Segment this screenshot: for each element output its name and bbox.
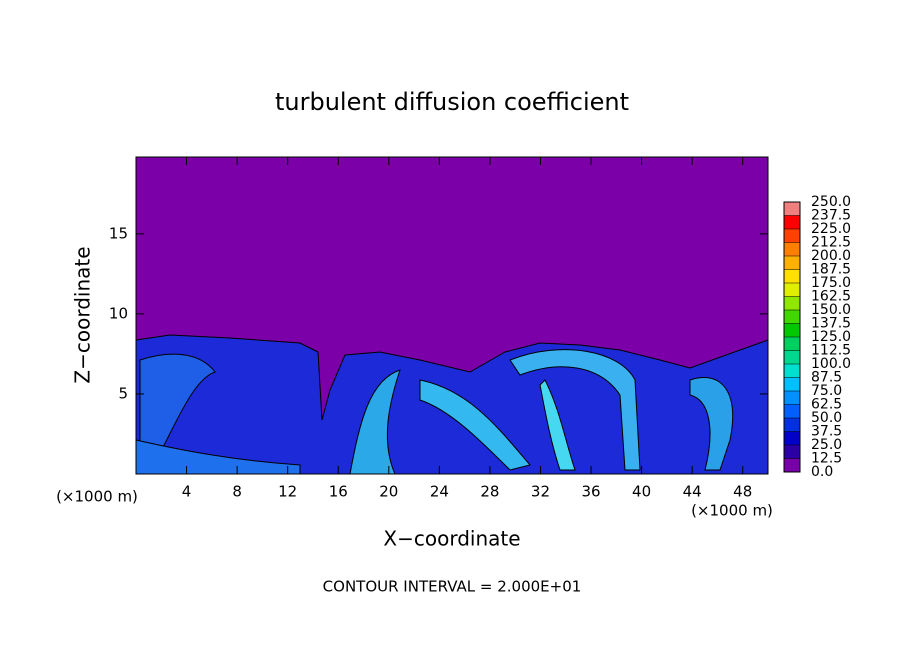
eddy [509, 349, 641, 471]
field [135, 157, 769, 475]
x-tick-label: 36 [581, 483, 600, 501]
colorbar-band [784, 229, 800, 243]
colorbar-label: 162.5 [811, 289, 851, 305]
colorbar-label: 112.5 [811, 343, 851, 359]
colorbar-band [784, 364, 800, 378]
x-unit-label: (×1000 m) [691, 502, 773, 520]
colorbar-band [784, 458, 800, 472]
x-tick-label: 44 [683, 483, 702, 501]
x-tick-label: 20 [379, 483, 398, 501]
eddy [689, 377, 734, 471]
x-tick-label: 8 [232, 483, 242, 501]
colorbar-label: 37.5 [811, 424, 842, 440]
y-tick-label: 15 [109, 224, 128, 242]
colorbar-band [784, 391, 800, 405]
x-tick-label: 4 [182, 483, 192, 501]
eddy [539, 379, 576, 471]
colorbar-band [784, 296, 800, 310]
colorbar-label: 87.5 [811, 370, 842, 386]
x-tick-label: 24 [430, 483, 449, 501]
colorbar-label: 0.0 [811, 464, 833, 480]
colorbar-band [784, 350, 800, 364]
colorbar-label: 62.5 [811, 397, 842, 413]
colorbar-label: 212.5 [811, 235, 851, 251]
x-tick-label: 48 [733, 483, 752, 501]
colorbar-band [784, 431, 800, 445]
colorbar-label: 25.0 [811, 437, 842, 453]
colorbar-band [784, 256, 800, 270]
colorbar-label: 237.5 [811, 208, 851, 224]
x-tick-label: 40 [632, 483, 651, 501]
plot-frame [135, 156, 769, 475]
colorbar-band [784, 269, 800, 283]
x-tick-label: 32 [531, 483, 550, 501]
colorbar-band [784, 404, 800, 418]
colorbar-band [784, 377, 800, 391]
annotation: CONTOUR INTERVAL = 2.000E+01 [323, 578, 582, 596]
y-unit-label: (×1000 m) [56, 488, 138, 506]
colorbar-label: 225.0 [811, 221, 851, 237]
colorbar-label: 150.0 [811, 302, 851, 318]
colorbar-label: 75.0 [811, 383, 842, 399]
eddy [135, 439, 301, 475]
colorbar-label: 200.0 [811, 248, 851, 264]
colorbar-band [784, 283, 800, 297]
colorbar-label: 12.5 [811, 451, 842, 467]
x-axis-label: X−coordinate [383, 527, 520, 551]
colorbar-band [784, 310, 800, 324]
y-axis-label: Z−coordinate [71, 246, 95, 383]
colorbar-label: 137.5 [811, 316, 851, 332]
x-tick-label: 28 [480, 483, 499, 501]
y-tick-label: 10 [109, 304, 128, 322]
colorbar-band [784, 418, 800, 432]
colorbar-band [784, 445, 800, 459]
colorbar-label: 100.0 [811, 356, 851, 372]
y-tick-label: 5 [118, 384, 128, 402]
chart-title: turbulent diffusion coefficient [275, 88, 629, 116]
colorbar-band [784, 242, 800, 256]
colorbar-band [784, 215, 800, 229]
eddy [419, 379, 531, 471]
colorbar-label: 125.0 [811, 329, 851, 345]
colorbar-band [784, 323, 800, 337]
colorbar-label: 250.0 [811, 194, 851, 210]
colorbar-label: 50.0 [811, 410, 842, 426]
colorbar-label: 175.0 [811, 275, 851, 291]
x-tick-label: 12 [278, 483, 297, 501]
colorbar-label: 187.5 [811, 262, 851, 278]
colorbar-band [784, 337, 800, 351]
colorbar-band [784, 202, 800, 216]
x-tick-label: 16 [329, 483, 348, 501]
eddy [349, 369, 401, 475]
